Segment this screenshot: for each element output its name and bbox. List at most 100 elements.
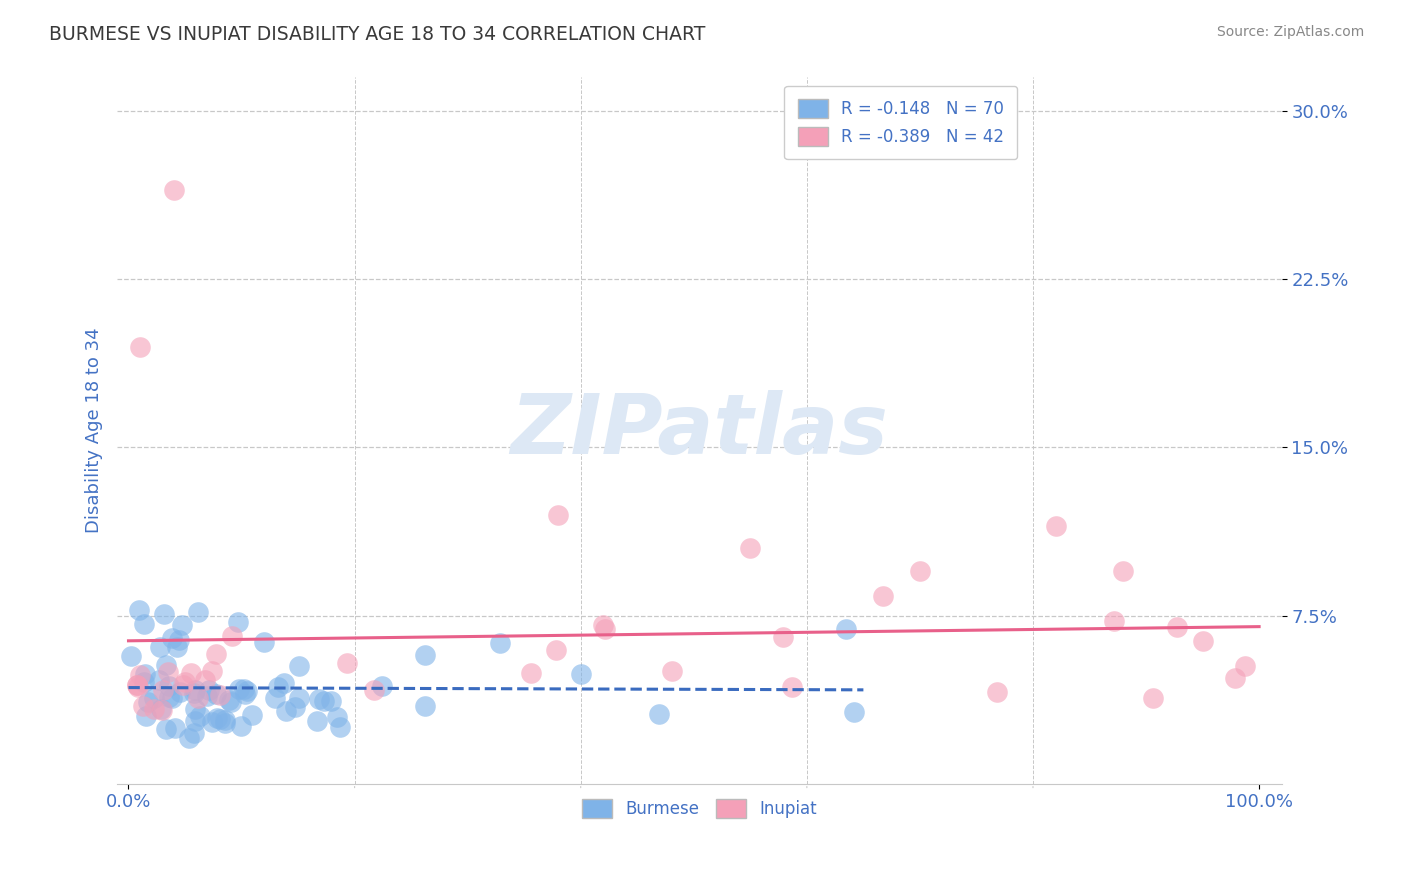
Point xyxy=(143,691,166,706)
Point xyxy=(908,564,931,578)
Point xyxy=(131,698,153,713)
Point xyxy=(195,689,218,703)
Point xyxy=(288,691,311,706)
Point xyxy=(1104,614,1126,628)
Point xyxy=(569,667,592,681)
Point xyxy=(165,721,187,735)
Point xyxy=(593,622,616,636)
Point xyxy=(273,676,295,690)
Point xyxy=(312,694,335,708)
Point xyxy=(413,648,436,662)
Point xyxy=(157,690,180,704)
Point xyxy=(183,726,205,740)
Point xyxy=(308,692,330,706)
Point xyxy=(174,674,197,689)
Point xyxy=(201,664,224,678)
Point xyxy=(228,682,250,697)
Point xyxy=(253,634,276,648)
Point xyxy=(205,711,228,725)
Point xyxy=(169,685,191,699)
Point xyxy=(160,631,183,645)
Point xyxy=(1045,519,1067,533)
Point xyxy=(120,649,142,664)
Point xyxy=(204,687,226,701)
Point xyxy=(872,589,894,603)
Point xyxy=(336,656,359,670)
Point xyxy=(740,541,762,556)
Point xyxy=(782,680,804,694)
Point xyxy=(166,640,188,654)
Point xyxy=(772,630,794,644)
Point xyxy=(276,704,298,718)
Point xyxy=(152,683,174,698)
Point xyxy=(208,712,231,726)
Point xyxy=(127,678,149,692)
Point xyxy=(128,339,150,353)
Point xyxy=(1142,691,1164,706)
Point xyxy=(177,731,200,745)
Point xyxy=(233,681,256,696)
Point xyxy=(321,694,343,708)
Point xyxy=(129,668,152,682)
Legend: Burmese, Inupiat: Burmese, Inupiat xyxy=(575,792,824,825)
Point xyxy=(150,703,173,717)
Point xyxy=(204,648,226,662)
Point xyxy=(187,691,209,706)
Point xyxy=(986,685,1008,699)
Point xyxy=(150,702,173,716)
Point xyxy=(134,674,156,689)
Point xyxy=(172,618,194,632)
Point xyxy=(221,630,243,644)
Point xyxy=(267,680,290,694)
Point xyxy=(134,666,156,681)
Point xyxy=(363,682,385,697)
Point xyxy=(183,702,205,716)
Point xyxy=(264,690,287,705)
Point xyxy=(136,694,159,708)
Point xyxy=(152,607,174,622)
Point xyxy=(208,689,231,703)
Point xyxy=(488,636,510,650)
Point xyxy=(1112,564,1135,578)
Point xyxy=(155,722,177,736)
Point xyxy=(592,618,614,632)
Y-axis label: Disability Age 18 to 34: Disability Age 18 to 34 xyxy=(86,327,103,533)
Point xyxy=(134,617,156,632)
Point xyxy=(288,659,311,673)
Point xyxy=(835,622,858,636)
Point xyxy=(155,657,177,672)
Text: ZIPatlas: ZIPatlas xyxy=(510,390,889,471)
Point xyxy=(305,714,328,729)
Point xyxy=(198,682,221,697)
Point xyxy=(1234,658,1257,673)
Point xyxy=(371,679,394,693)
Point xyxy=(284,700,307,714)
Point xyxy=(127,680,149,694)
Point xyxy=(135,709,157,723)
Point xyxy=(183,686,205,700)
Point xyxy=(214,713,236,727)
Point xyxy=(325,710,347,724)
Point xyxy=(183,714,205,728)
Point xyxy=(520,665,543,680)
Point xyxy=(188,709,211,723)
Point xyxy=(187,605,209,619)
Point xyxy=(148,673,170,687)
Point xyxy=(214,716,236,731)
Point xyxy=(218,692,240,706)
Point xyxy=(128,603,150,617)
Point xyxy=(163,183,186,197)
Point xyxy=(233,687,256,701)
Point xyxy=(180,666,202,681)
Point xyxy=(329,720,352,734)
Point xyxy=(184,683,207,698)
Point xyxy=(149,640,172,655)
Point xyxy=(661,664,683,678)
Point xyxy=(167,632,190,647)
Point xyxy=(415,698,437,713)
Point xyxy=(200,715,222,730)
Point xyxy=(842,705,865,719)
Point xyxy=(1166,620,1188,634)
Point xyxy=(127,678,149,692)
Point xyxy=(547,508,569,522)
